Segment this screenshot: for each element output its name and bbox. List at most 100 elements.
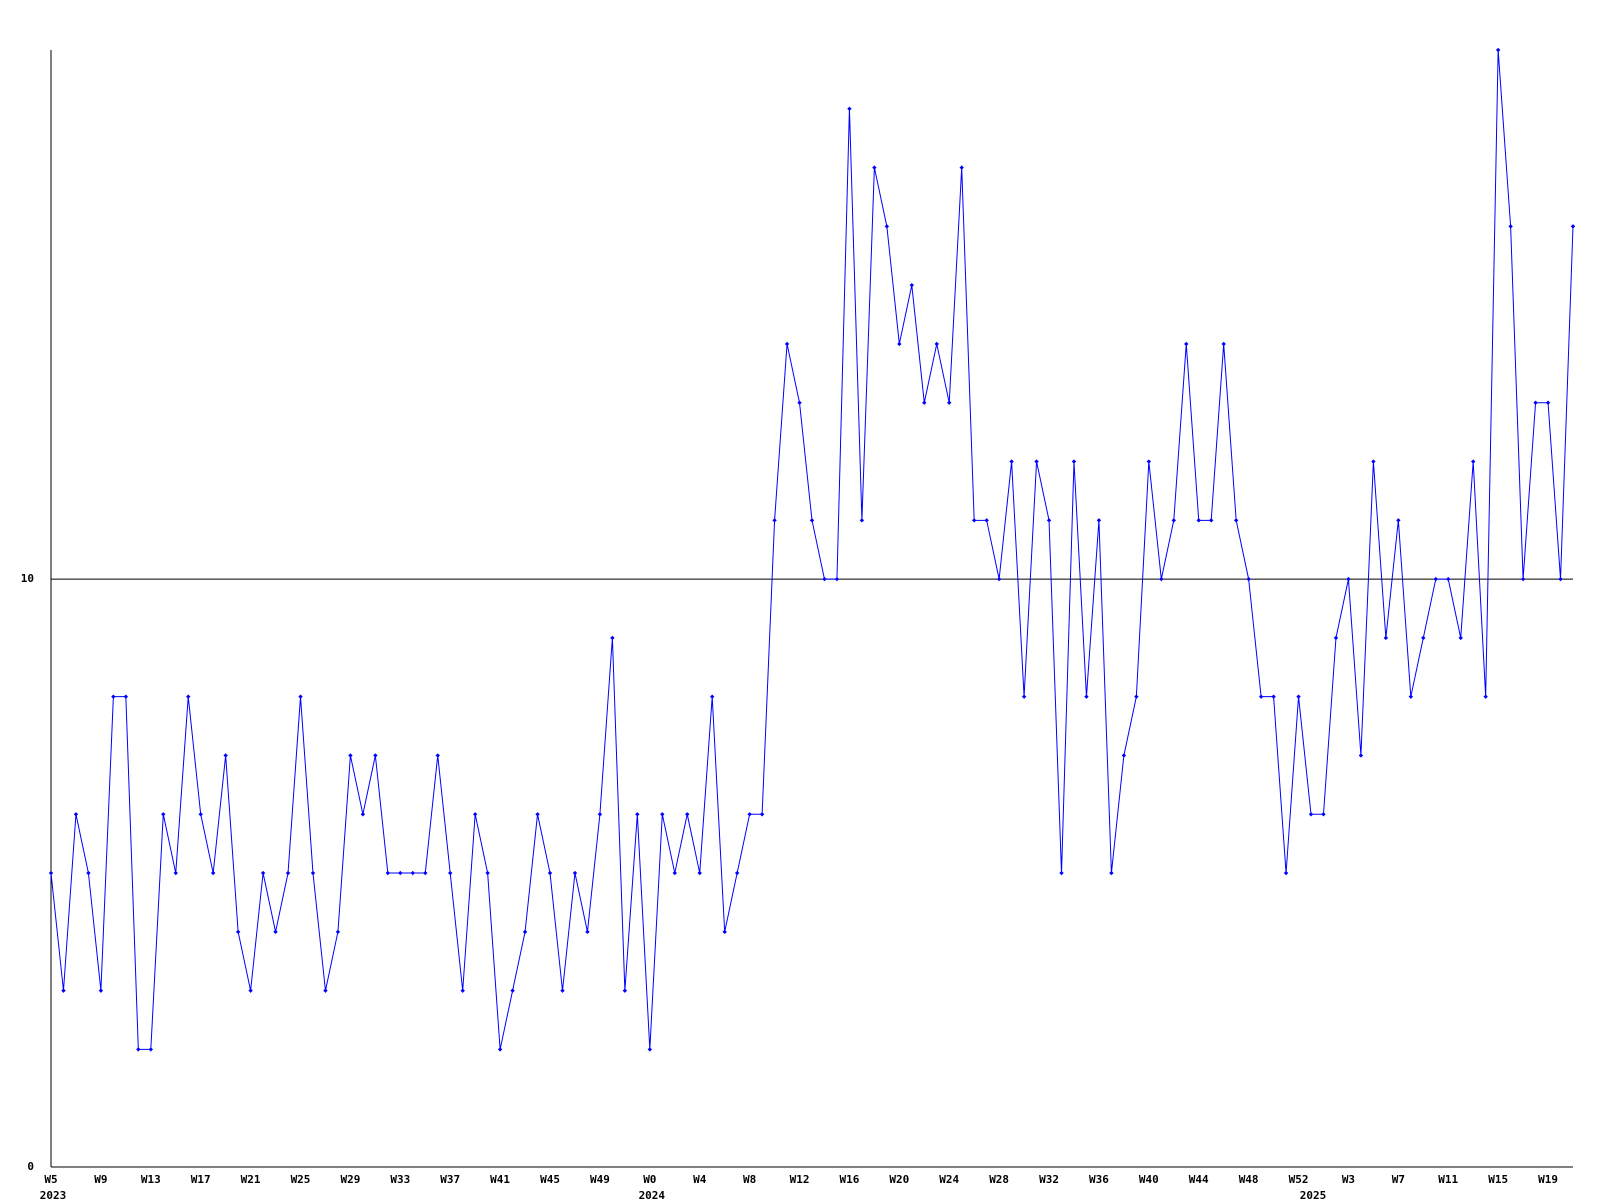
data-point <box>448 870 453 876</box>
data-point <box>934 341 939 347</box>
data-point <box>460 988 465 993</box>
data-point <box>922 400 927 405</box>
data-point <box>435 753 440 758</box>
x-tick-label: W33 <box>390 1173 410 1186</box>
data-point <box>373 753 378 758</box>
data-point <box>335 929 341 935</box>
x-tick-label: W19 <box>1538 1173 1558 1186</box>
data-point <box>1209 518 1214 523</box>
data-point <box>1545 400 1551 405</box>
data-point <box>1021 694 1027 699</box>
data-point <box>298 694 303 699</box>
data-point <box>1283 870 1289 876</box>
x-tick-label: W28 <box>989 1173 1009 1186</box>
data-point <box>1271 694 1276 699</box>
x-group-label: 2023 <box>40 1189 67 1200</box>
data-point <box>522 929 528 935</box>
data-point <box>86 870 91 876</box>
data-point <box>186 694 191 699</box>
data-point <box>1109 870 1114 876</box>
x-group-label: 2024 <box>639 1189 666 1200</box>
x-tick-label: W36 <box>1089 1173 1109 1186</box>
y-tick-label: 10 <box>21 572 34 585</box>
x-tick-label: W13 <box>141 1173 161 1186</box>
data-point <box>210 870 216 876</box>
data-point <box>884 224 890 229</box>
data-point <box>1333 635 1339 641</box>
data-point <box>1533 400 1538 405</box>
data-point <box>1558 576 1563 582</box>
data-point <box>572 870 578 876</box>
x-tick-label: W11 <box>1438 1173 1458 1186</box>
data-point <box>772 518 777 523</box>
data-point <box>1321 812 1326 817</box>
x-tick-label: W48 <box>1239 1173 1259 1186</box>
data-point <box>1034 459 1039 464</box>
x-tick-label: W25 <box>291 1173 311 1186</box>
data-point <box>48 870 54 876</box>
data-point <box>560 988 565 993</box>
data-point <box>360 812 366 817</box>
data-point <box>510 988 515 993</box>
data-point <box>1408 694 1414 699</box>
data-point <box>1121 753 1127 758</box>
data-point <box>223 753 228 758</box>
data-point <box>136 1047 141 1052</box>
data-point <box>1233 518 1239 523</box>
data-point <box>161 812 166 817</box>
data-point <box>784 341 790 347</box>
data-point <box>485 870 490 876</box>
data-point <box>1495 47 1501 53</box>
data-point <box>1296 694 1301 699</box>
y-tick-label: 0 <box>27 1160 34 1173</box>
x-tick-label: W40 <box>1139 1173 1159 1186</box>
data-point <box>1258 694 1264 699</box>
x-tick-label: W44 <box>1189 1173 1209 1186</box>
data-point <box>610 635 615 641</box>
data-point <box>1084 694 1089 699</box>
data-point <box>1171 518 1176 523</box>
x-tick-label: W15 <box>1488 1173 1508 1186</box>
data-point <box>984 518 989 523</box>
data-point <box>273 929 278 935</box>
data-point <box>947 400 952 405</box>
data-point <box>597 812 603 817</box>
data-point <box>909 282 915 288</box>
data-point <box>647 1047 653 1052</box>
data-point <box>1146 459 1152 464</box>
data-point <box>585 929 590 935</box>
x-tick-label: W17 <box>191 1173 211 1186</box>
data-point <box>348 753 353 758</box>
data-point <box>797 400 802 405</box>
data-point <box>235 929 241 935</box>
x-tick-label: W37 <box>440 1173 460 1186</box>
data-point <box>1184 341 1189 347</box>
x-tick-label: W20 <box>889 1173 909 1186</box>
data-point <box>709 694 715 699</box>
data-point <box>1308 812 1314 817</box>
x-tick-label: W41 <box>490 1173 510 1186</box>
data-point <box>1483 694 1488 699</box>
data-point <box>722 929 727 935</box>
data-point <box>897 341 902 347</box>
data-point <box>410 870 415 876</box>
x-tick-label: W24 <box>939 1173 959 1186</box>
data-point <box>685 812 690 817</box>
data-point <box>111 694 116 699</box>
data-point <box>123 694 129 699</box>
data-point <box>472 812 478 817</box>
data-point <box>173 870 178 876</box>
data-point <box>260 870 266 876</box>
x-tick-label: W4 <box>693 1173 707 1186</box>
x-group-label: 2025 <box>1300 1189 1327 1200</box>
data-point <box>1446 576 1451 582</box>
x-tick-label: W32 <box>1039 1173 1059 1186</box>
x-tick-label: W8 <box>743 1173 756 1186</box>
data-point <box>1433 576 1438 582</box>
x-tick-label: W49 <box>590 1173 610 1186</box>
data-point <box>323 988 328 993</box>
data-point <box>547 870 553 876</box>
data-point <box>1508 224 1513 229</box>
